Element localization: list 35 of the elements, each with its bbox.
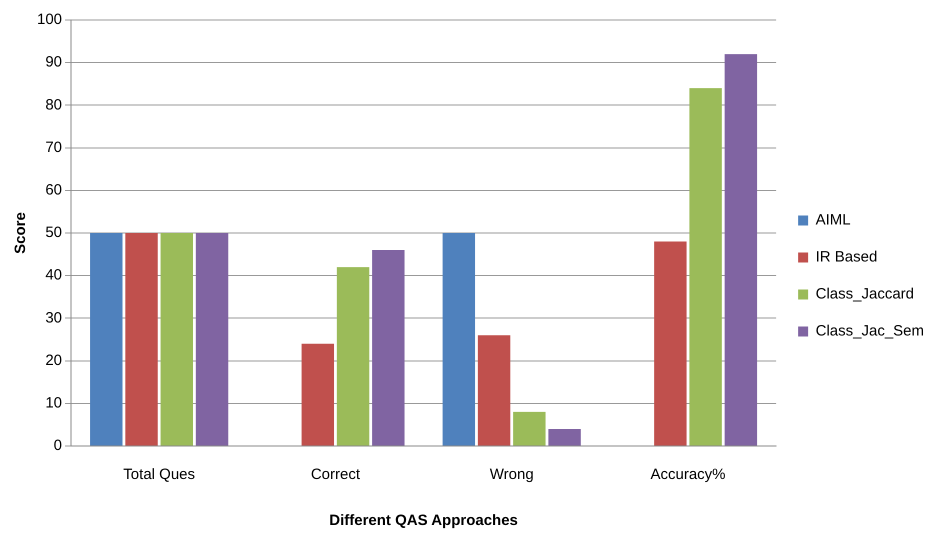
bar — [513, 412, 546, 446]
legend-label: IR Based — [816, 248, 878, 266]
bar — [90, 233, 122, 446]
x-tick-label: Wrong — [490, 466, 534, 484]
bar — [372, 250, 405, 446]
y-tick-label: 30 — [45, 309, 62, 326]
y-tick-label: 0 — [54, 437, 62, 454]
y-tick-label: 10 — [45, 394, 62, 412]
bar — [125, 233, 158, 446]
bar — [160, 233, 194, 446]
y-tick-label: 50 — [45, 224, 62, 242]
y-axis-title: Score — [12, 212, 30, 254]
y-tick-label: 20 — [45, 352, 62, 369]
x-tick-label: Total Ques — [123, 466, 196, 484]
bar — [196, 233, 228, 446]
y-tick-label: 60 — [45, 182, 62, 199]
y-tick-label: 80 — [45, 96, 62, 114]
bar — [442, 233, 476, 446]
y-tick-label: 70 — [45, 138, 62, 156]
legend-label: Class_Jaccard — [816, 286, 914, 303]
y-tick-label: 90 — [45, 54, 62, 71]
bar — [336, 267, 370, 446]
x-tick-label: Correct — [310, 466, 361, 484]
bar — [478, 335, 510, 446]
bar — [654, 242, 687, 446]
x-axis-title: Different QAS Approaches — [329, 512, 518, 530]
bar — [689, 88, 722, 446]
x-tick-label: Accuracy% — [650, 466, 726, 484]
legend-label: Class_Jac_Sem — [816, 322, 924, 340]
bar — [724, 54, 758, 446]
bar — [302, 344, 334, 446]
y-tick-label: 40 — [45, 266, 62, 284]
y-tick-label: 100 — [36, 11, 62, 28]
legend-label: AIML — [816, 212, 851, 229]
bar — [548, 428, 581, 446]
